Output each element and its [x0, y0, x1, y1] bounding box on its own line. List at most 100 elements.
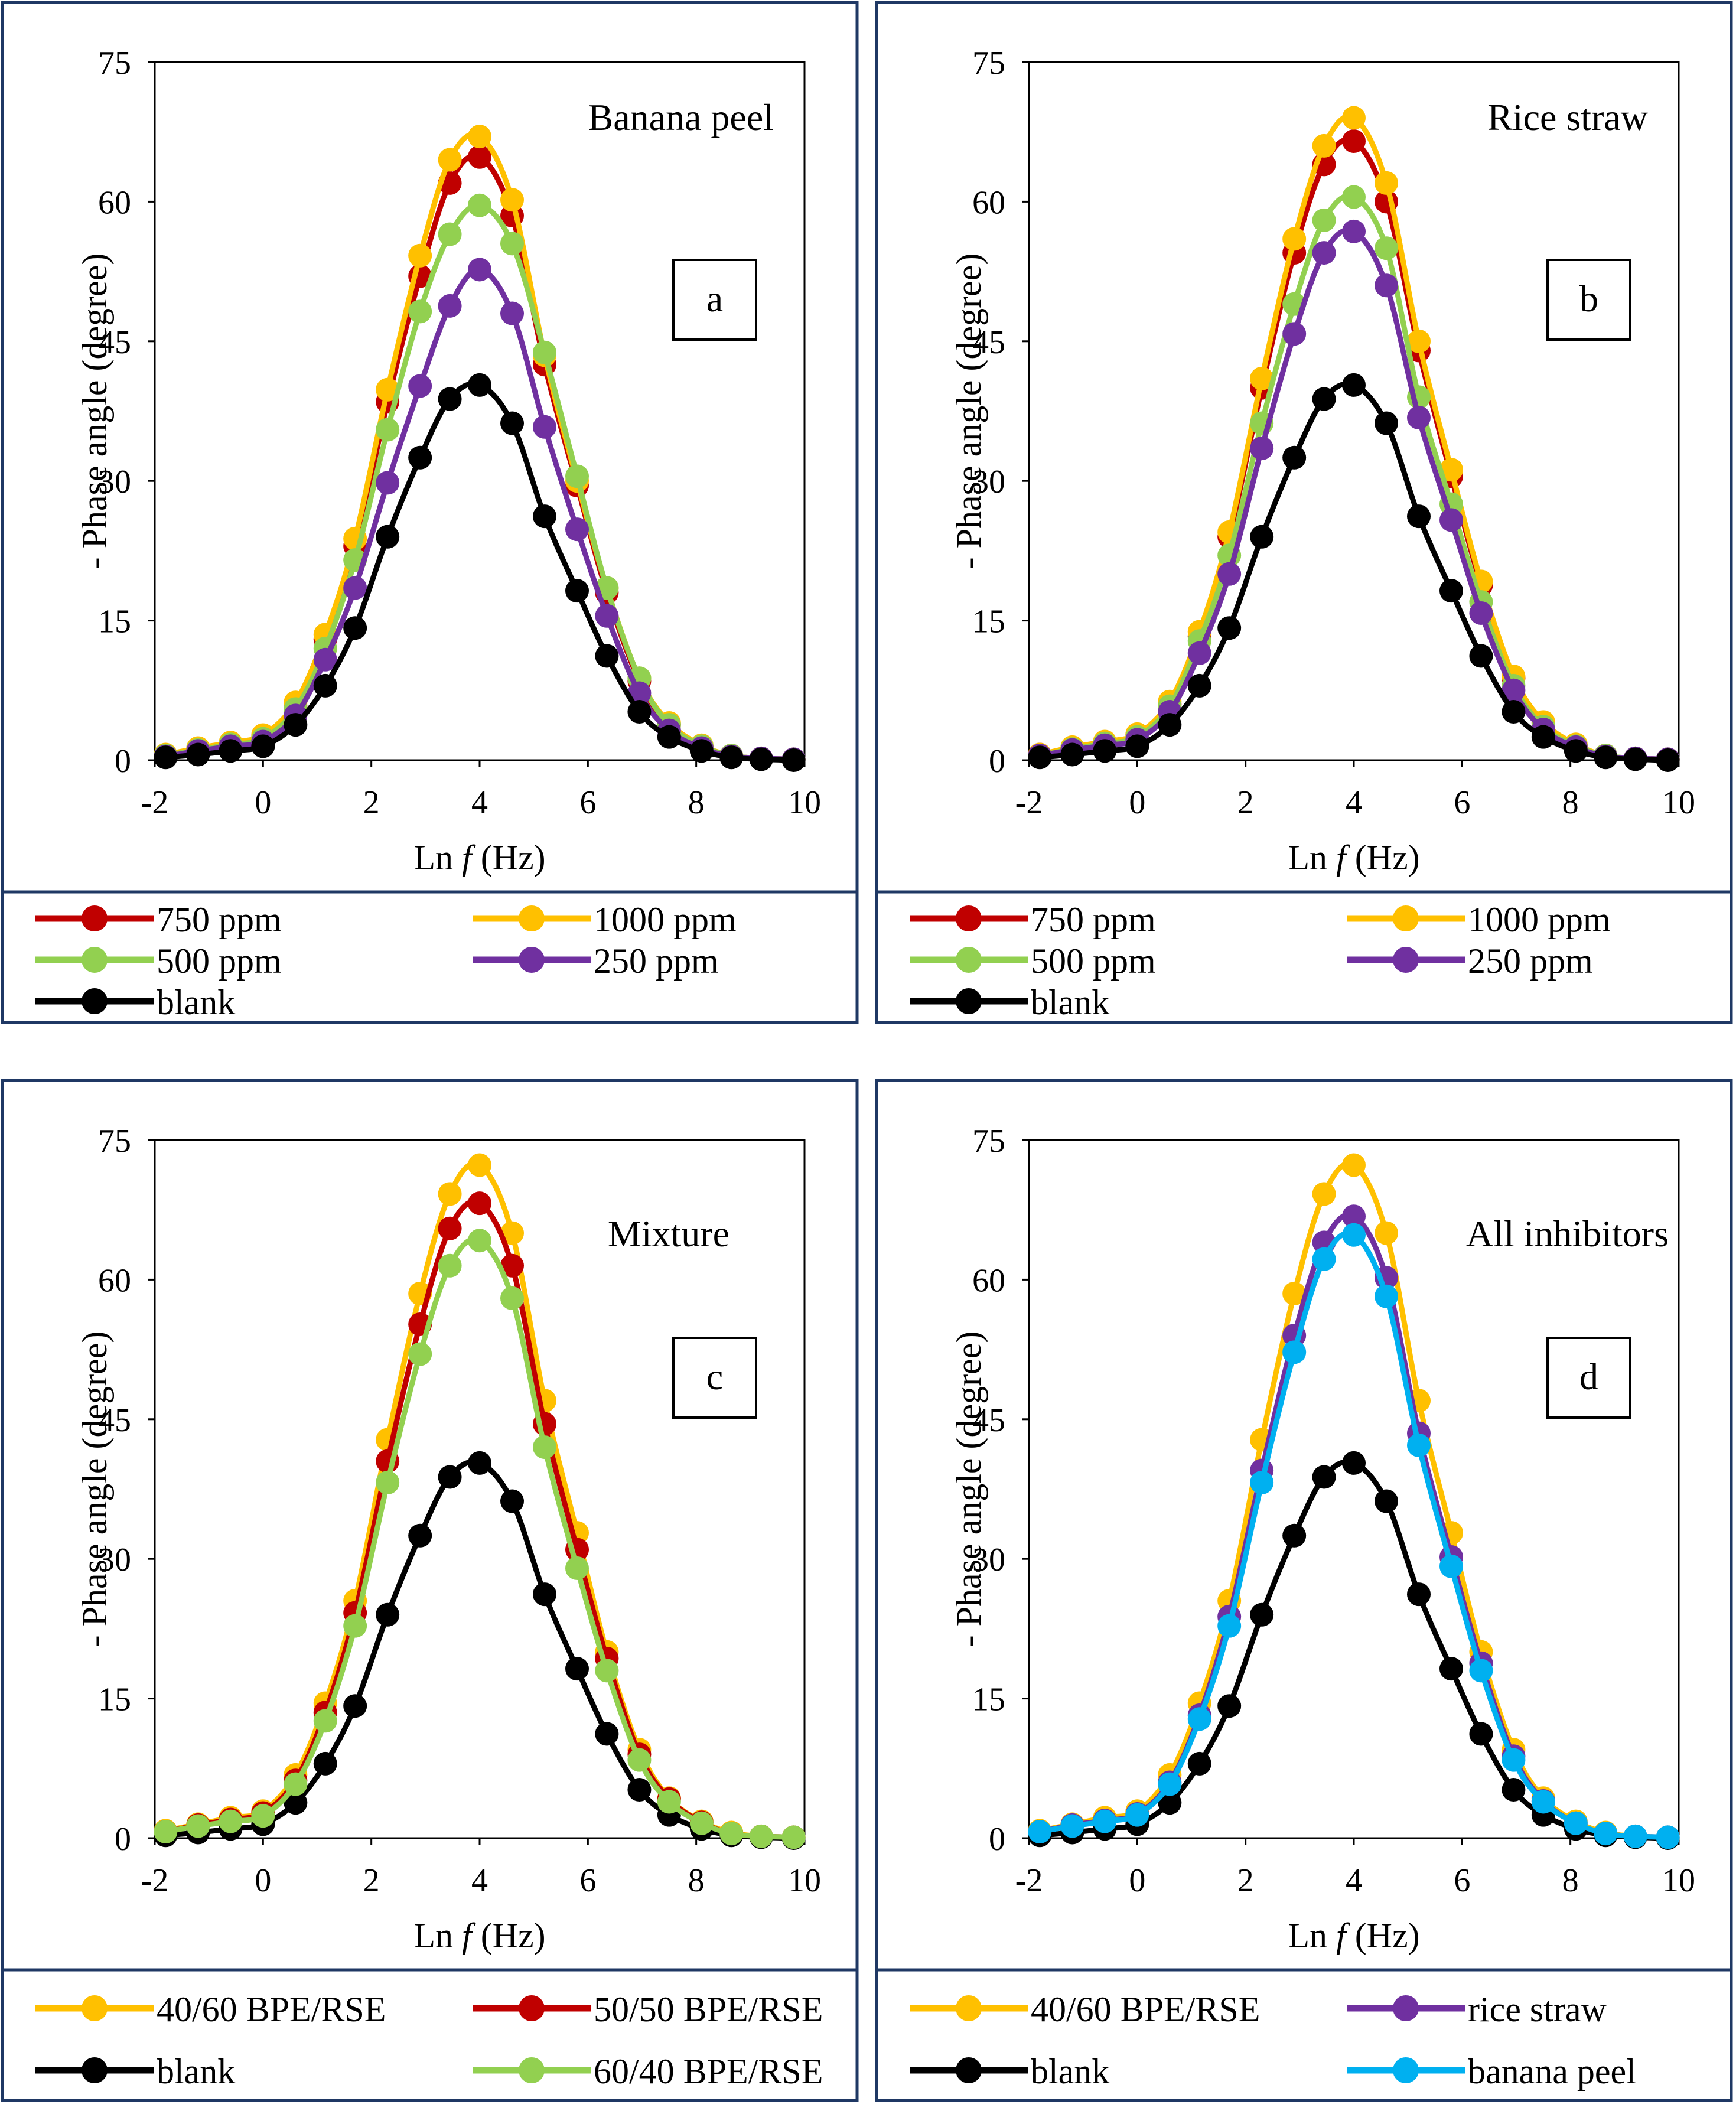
data-point: [749, 1824, 773, 1848]
legend-item-40-60-bpe-rse: 40/60 BPE/RSE: [35, 1990, 386, 2029]
data-point: [284, 1791, 308, 1815]
chart-svg: 0 15 30 45 60 75 -2 0 2 4 6 8 10 Ln f (Hz) - Phase ang…: [1, 1, 859, 1024]
chart-svg: 0 15 30 45 60 75 -2 0 2 4 6 8 10 Ln f (Hz) - Phase ang…: [1, 1079, 859, 2102]
y-axis-label: - Phase angle (degree): [949, 253, 988, 569]
data-point: [376, 1602, 400, 1627]
legend-label: rice straw: [1468, 1990, 1607, 2029]
chart-title: All inhibitors: [1466, 1213, 1669, 1255]
legend-label: 250 ppm: [594, 942, 719, 981]
data-point: [565, 517, 589, 542]
data-point: [1594, 1822, 1618, 1846]
data-point: [1158, 1772, 1182, 1796]
data-point: [313, 647, 337, 672]
data-point: [313, 673, 337, 698]
y-tick-label: 15: [98, 1682, 131, 1718]
x-tick-label: -2: [141, 1862, 169, 1899]
data-point: [186, 742, 210, 767]
y-axis-label: - Phase angle (degree): [949, 1331, 988, 1647]
data-point: [1502, 1748, 1526, 1772]
data-point: [186, 1814, 210, 1838]
data-point: [408, 1523, 432, 1548]
y-tick-label: 45: [98, 1402, 131, 1439]
data-point: [376, 525, 400, 549]
data-point: [689, 739, 714, 763]
data-point: [749, 747, 773, 771]
legend-label: 500 ppm: [157, 942, 282, 981]
chart-title: Mixture: [608, 1213, 729, 1255]
x-tick-label: 6: [579, 784, 596, 821]
data-point: [533, 504, 556, 529]
x-tick-label: 6: [1454, 784, 1470, 821]
y-tick-label: 30: [972, 464, 1005, 500]
series-blank: [1028, 373, 1680, 772]
data-point: [438, 1216, 462, 1240]
x-axis-label: Ln f (Hz): [1288, 838, 1419, 877]
data-point: [376, 1470, 400, 1494]
x-tick-label: -2: [1015, 784, 1043, 821]
data-point: [1375, 1489, 1398, 1513]
data-point: [1312, 1247, 1336, 1271]
data-point: [438, 222, 462, 246]
x-tick-label: 2: [1237, 784, 1254, 821]
data-point: [1439, 1554, 1463, 1578]
y-tick-label: 15: [972, 604, 1005, 640]
data-point: [1312, 208, 1336, 232]
legend-label: 40/60 BPE/RSE: [157, 1990, 386, 2029]
x-tick-label: 8: [688, 1862, 705, 1899]
legend-item-banana-peel: banana peel: [1347, 2052, 1636, 2091]
data-point: [1439, 458, 1463, 482]
data-point: [533, 1582, 556, 1607]
legend-label: blank: [1031, 983, 1109, 1022]
data-point: [1312, 1182, 1336, 1206]
y-tick-label: 60: [972, 184, 1005, 221]
data-point: [376, 377, 400, 402]
x-tick-label: 6: [579, 1862, 596, 1899]
data-point: [565, 1556, 589, 1580]
legend-label: 750 ppm: [1031, 900, 1156, 939]
y-tick-label: 45: [98, 324, 131, 361]
legend-marker: [956, 905, 982, 931]
data-point: [627, 700, 652, 724]
legend-marker: [82, 988, 108, 1014]
legend-marker: [956, 988, 982, 1014]
data-point: [408, 445, 432, 470]
data-point: [251, 1804, 275, 1828]
data-point: [438, 148, 462, 172]
data-point: [438, 387, 462, 411]
legend-label: 40/60 BPE/RSE: [1031, 1990, 1260, 2029]
data-point: [1594, 745, 1618, 770]
data-point: [1407, 1582, 1431, 1607]
data-point: [565, 464, 589, 488]
chart-panel-b: 0 15 30 45 60 75 -2 0 2 4 6 8 10 Ln f (Hz) - Phase ang…: [874, 0, 1734, 1025]
data-point: [1250, 1470, 1274, 1494]
legend-marker: [82, 1995, 108, 2021]
legend-marker: [519, 2057, 545, 2083]
data-point: [1342, 1451, 1366, 1475]
data-point: [1375, 1284, 1398, 1308]
series-60-40-bpe-rse: [154, 1229, 806, 1849]
x-tick-label: 2: [363, 784, 380, 821]
legend-item-250-ppm: 250 ppm: [1347, 942, 1593, 981]
data-point: [343, 1614, 367, 1638]
legend-marker: [956, 947, 982, 973]
data-point: [468, 258, 491, 282]
data-point: [1342, 1223, 1366, 1247]
legend-item-blank: blank: [35, 983, 235, 1022]
chart-title: Banana peel: [588, 96, 774, 138]
panel-label-box: [672, 259, 757, 341]
data-point: [1375, 236, 1398, 260]
data-point: [595, 644, 619, 668]
legend-item-60-40-bpe-rse: 60/40 BPE/RSE: [473, 2052, 823, 2091]
legend-item-rice-straw: rice straw: [1347, 1990, 1607, 2029]
data-point: [595, 1659, 619, 1683]
data-point: [533, 340, 556, 364]
data-point: [1158, 1791, 1182, 1815]
data-point: [1623, 747, 1647, 771]
x-tick-label: 2: [363, 1862, 380, 1899]
legend: 750 ppm 1000 ppm 500 ppm 250 ppm blank: [35, 900, 737, 1022]
data-point: [1623, 1824, 1647, 1848]
data-point: [1060, 742, 1084, 767]
panel-label-box: [1546, 1337, 1631, 1419]
data-point: [1469, 1722, 1493, 1746]
data-point: [565, 579, 589, 603]
